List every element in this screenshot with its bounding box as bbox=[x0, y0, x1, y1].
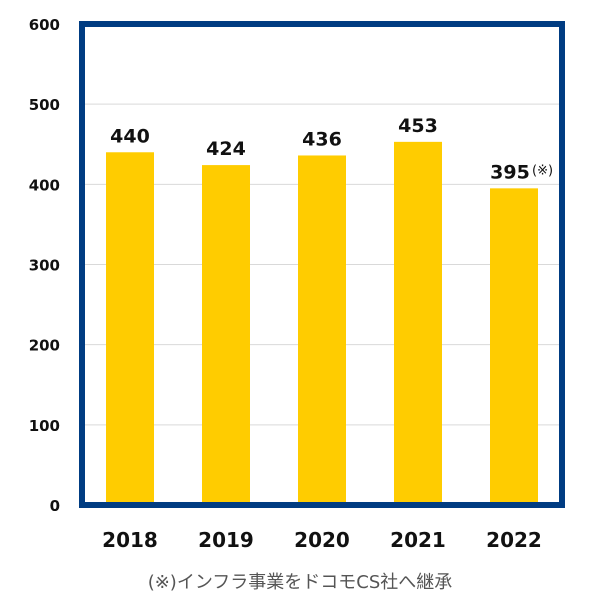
bar bbox=[490, 188, 538, 505]
data-label-note: (※) bbox=[532, 163, 553, 178]
data-label: 395 bbox=[490, 161, 530, 183]
plot-frame bbox=[79, 21, 565, 508]
x-tick-label: 2020 bbox=[294, 528, 350, 552]
y-tick-label: 0 bbox=[50, 497, 60, 515]
bar bbox=[298, 155, 346, 505]
bar bbox=[394, 141, 442, 505]
footnote: (※)インフラ事業をドコモCS社へ継承 bbox=[147, 572, 453, 593]
x-tick-label: 2018 bbox=[102, 528, 158, 552]
y-axis-ticks: 0 100 200 300 400 500 600 bbox=[29, 16, 60, 515]
x-tick-label: 2021 bbox=[390, 528, 446, 552]
y-tick-label: 100 bbox=[29, 417, 60, 435]
y-tick-label: 200 bbox=[29, 337, 60, 355]
bar bbox=[202, 165, 250, 506]
y-tick-label: 600 bbox=[29, 16, 60, 34]
y-tick-label: 500 bbox=[29, 96, 60, 114]
y-tick-label: 400 bbox=[29, 176, 60, 194]
data-label: 436 bbox=[302, 128, 342, 150]
data-label: 424 bbox=[206, 138, 246, 160]
x-axis-ticks: 2018 2019 2020 2021 2022 bbox=[102, 528, 542, 552]
y-tick-label: 300 bbox=[29, 257, 60, 275]
data-labels: 440 424 436 453 395 (※) bbox=[110, 115, 553, 183]
bars bbox=[106, 141, 538, 506]
data-label: 453 bbox=[398, 115, 438, 137]
bar bbox=[106, 152, 154, 505]
data-label: 440 bbox=[110, 125, 150, 147]
x-tick-label: 2019 bbox=[198, 528, 254, 552]
x-tick-label: 2022 bbox=[486, 528, 542, 552]
